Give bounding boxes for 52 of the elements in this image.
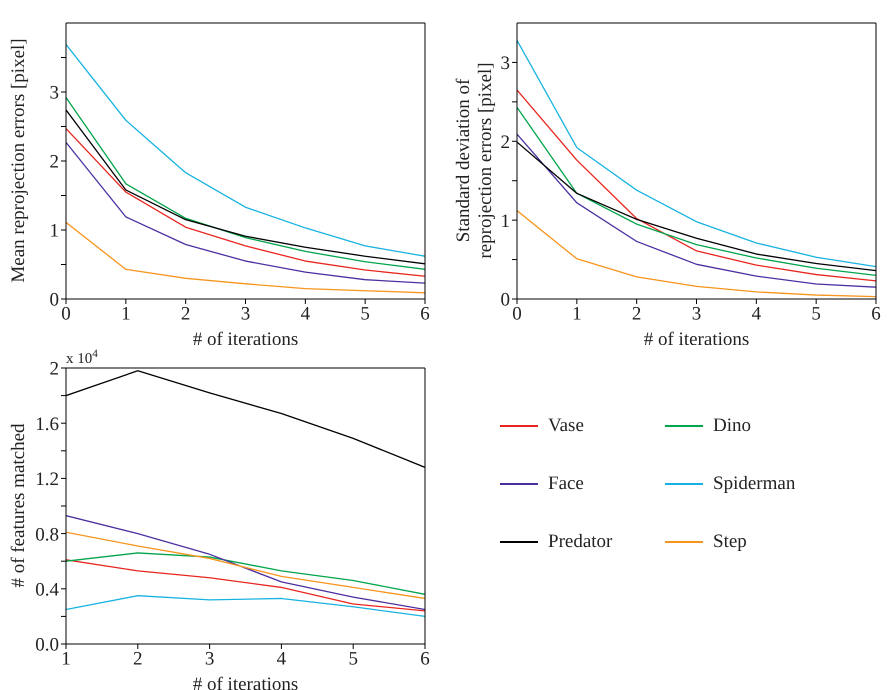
line-series: [66, 559, 425, 612]
x-tick-label: 2: [133, 648, 143, 670]
x-tick-label: 5: [360, 303, 370, 324]
legend-label: Step: [713, 531, 747, 553]
y-tick-label: 0.8: [35, 524, 59, 546]
x-axis-title: # of iterations: [192, 674, 298, 690]
legend-label: Vase: [548, 415, 584, 437]
legend-label: Predator: [548, 531, 612, 553]
line-series: [66, 44, 425, 257]
text: x 10$^{4}$: [66, 348, 98, 367]
x-tick-label: 4: [300, 303, 311, 324]
y-tick-label: 1.2: [35, 469, 59, 490]
x-tick-label: 3: [240, 303, 250, 324]
x-tick-label: 3: [204, 648, 214, 670]
y-axis-title: # of features matched: [8, 422, 29, 588]
y-tick-label: 1: [50, 220, 59, 242]
x-tick-label: 2: [632, 303, 642, 324]
legend-label: Spiderman: [713, 473, 796, 495]
x-axis-title: # of iterations: [644, 329, 750, 350]
y-tick-label: 2: [50, 152, 59, 173]
y-tick-label: 3: [500, 53, 510, 74]
x-tick-label: 4: [276, 648, 287, 670]
x-tick-label: 4: [752, 303, 762, 324]
y-tick-label: 1.6: [35, 414, 59, 435]
x-tick-label: 1: [121, 303, 131, 324]
line-series: [66, 552, 425, 595]
y-tick-label: 0.0: [35, 634, 59, 656]
y-tick-label: 1: [500, 210, 510, 232]
y-axis-title: Standard deviation of reprojection errors [pixel]: [453, 62, 496, 259]
y-tick-label: 2: [50, 358, 59, 380]
y-tick-label: 0: [500, 290, 510, 311]
legend-label: Face: [548, 473, 584, 495]
x-tick-label: 2: [180, 303, 190, 324]
line-series: [517, 40, 876, 268]
y-tick-label: 0: [50, 290, 59, 311]
x-tick-label: 5: [811, 303, 821, 324]
x-tick-label: 6: [420, 303, 430, 324]
line-series: [66, 515, 425, 610]
x-tick-label: 6: [871, 303, 881, 324]
x-tick-label: 6: [420, 648, 430, 670]
x-tick-label: 3: [692, 303, 702, 324]
y-tick-label: 3: [50, 82, 59, 104]
line-series: [66, 222, 425, 294]
y-tick-label: 2: [500, 132, 510, 154]
line-series: [66, 595, 425, 618]
x-axis-title: # of iterations: [192, 329, 298, 350]
line-series: [66, 532, 425, 600]
x-tick-label: 1: [572, 303, 582, 324]
legend-label: Dino: [713, 415, 751, 437]
y-tick-label: 0.4: [35, 580, 60, 601]
y-axis-title: Mean reprojection errors [pixel]: [8, 38, 29, 283]
x-tick-label: 5: [348, 648, 358, 670]
